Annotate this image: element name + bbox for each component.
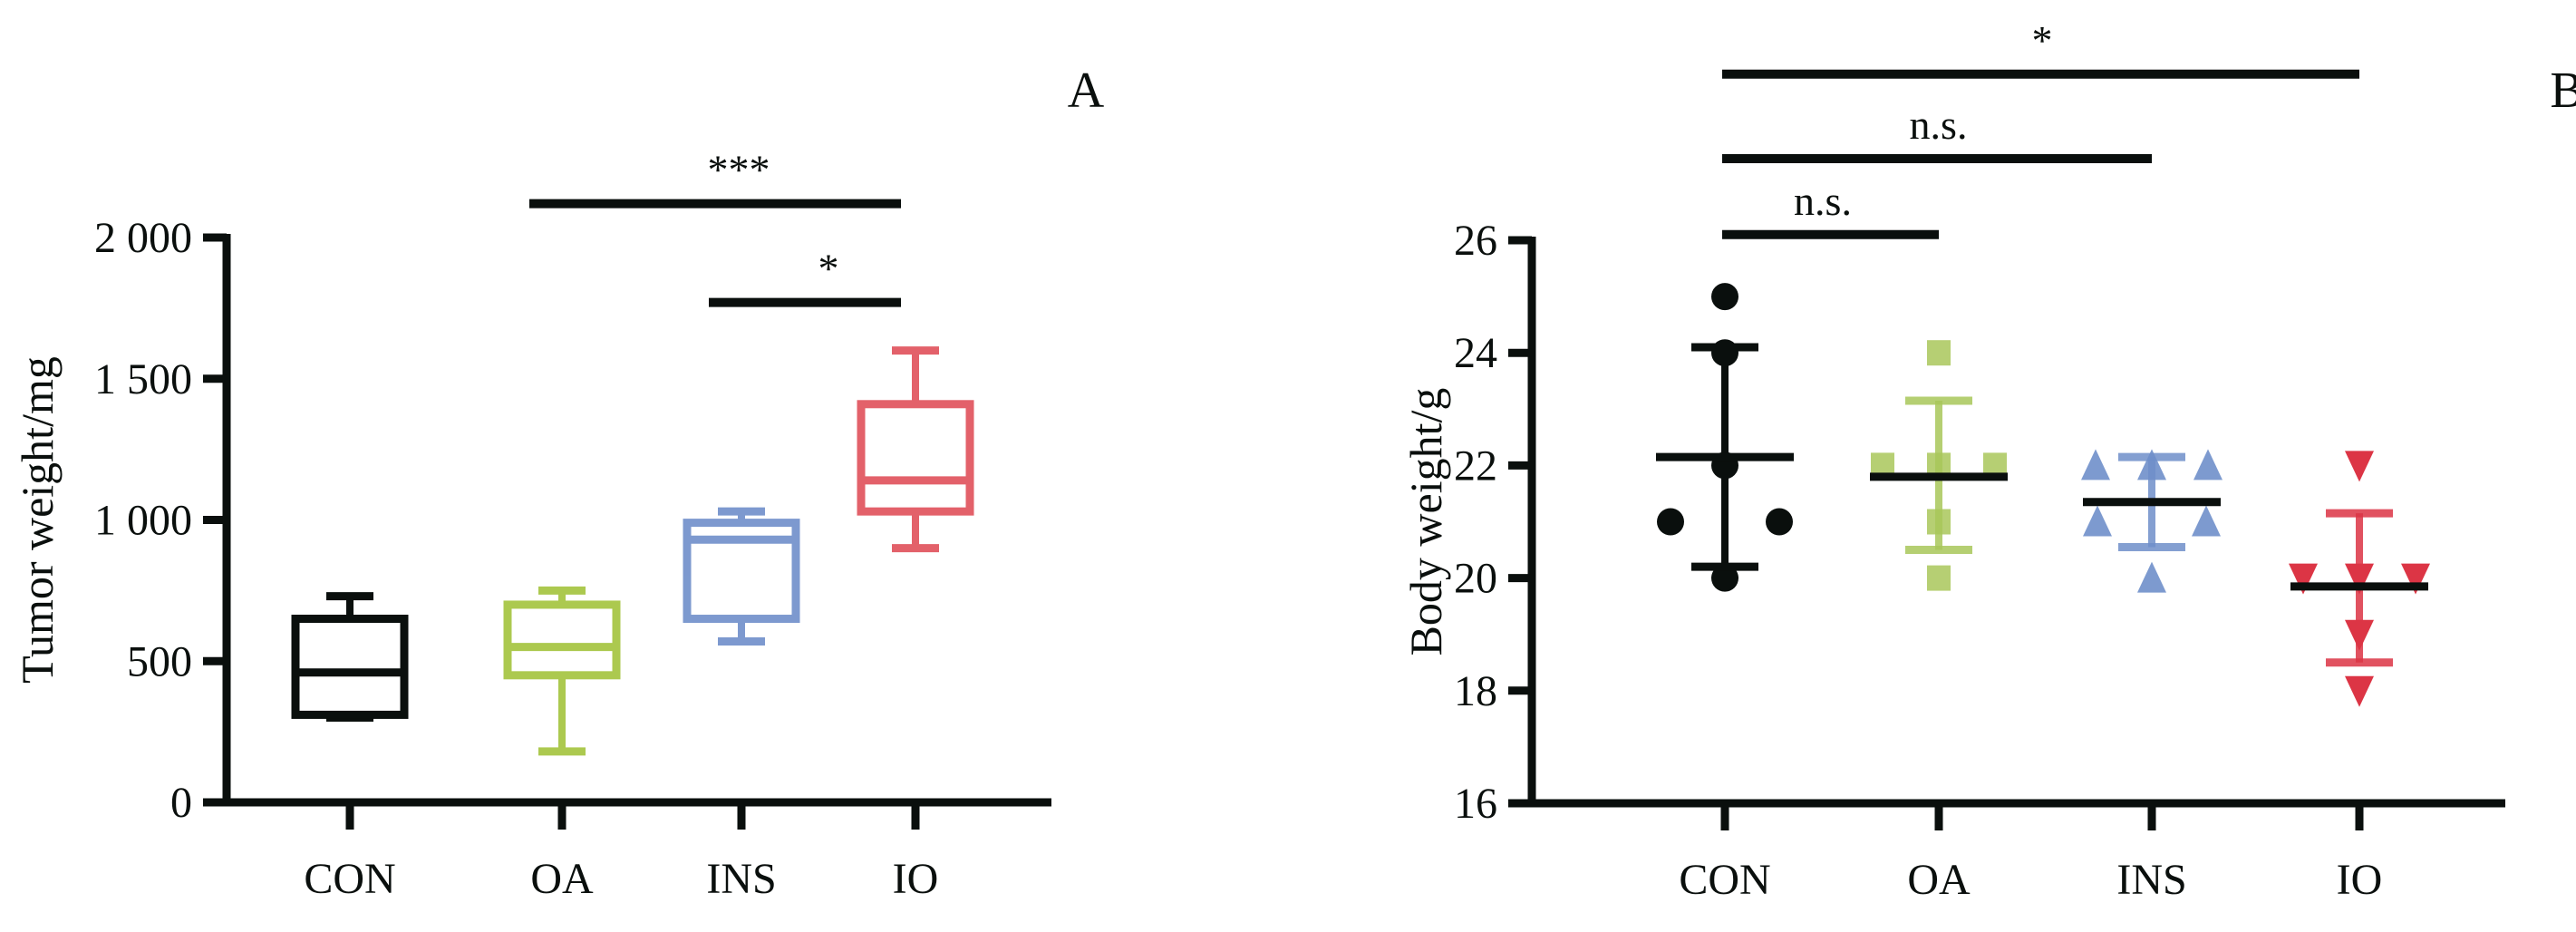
series-INS (2081, 449, 2223, 593)
y-tick-label: 18 (1454, 667, 1497, 715)
box-iqr (503, 600, 621, 680)
box-iqr (857, 400, 974, 516)
x-tick-label: OA (530, 855, 594, 903)
data-point (2192, 505, 2221, 537)
y-tick-label: 26 (1454, 217, 1497, 265)
data-point (1657, 508, 1684, 536)
data-point (1927, 565, 1951, 591)
data-point (1711, 283, 1738, 311)
y-tick-label: 500 (127, 637, 192, 685)
box-iqr (683, 519, 800, 624)
y-tick-label: 1 000 (94, 497, 192, 545)
data-point (1711, 564, 1738, 592)
series-CON (1656, 283, 1794, 592)
data-point (2193, 449, 2223, 481)
y-tick-label: 1 500 (94, 355, 192, 403)
data-point (1766, 508, 1793, 536)
series-OA (1870, 340, 2008, 591)
x-tick-label: CON (1679, 856, 1770, 904)
x-tick-label: IO (2337, 856, 2383, 904)
panel-label: B (2550, 63, 2576, 119)
y-tick-label: 2 000 (94, 214, 192, 262)
data-point (1927, 340, 1951, 366)
box-OA (503, 586, 621, 756)
significance-label: * (818, 246, 839, 292)
box-INS (683, 507, 800, 646)
data-point (2401, 563, 2430, 595)
panel-label: A (1068, 63, 1105, 119)
y-axis-label: Tumor weight/mg (12, 356, 63, 684)
significance-label: * (2032, 17, 2053, 63)
y-tick-label: 24 (1454, 329, 1497, 377)
box-CON (291, 592, 409, 723)
box-IO (857, 346, 974, 553)
x-tick-label: IO (893, 855, 939, 903)
data-point (2083, 505, 2112, 537)
x-tick-label: INS (706, 855, 776, 903)
x-tick-label: INS (2116, 856, 2186, 904)
significance-label: n.s. (1910, 102, 1968, 148)
y-tick-label: 20 (1454, 555, 1497, 603)
y-tick-label: 22 (1454, 442, 1497, 490)
data-point (2345, 451, 2374, 482)
panel-A: 0 500 1 000 1 500 2 000 CON OA INS IO Tumor weigh… (12, 63, 1105, 903)
x-tick-label: CON (304, 855, 395, 903)
significance-label: *** (708, 147, 770, 193)
panel-B: 16 18 20 22 24 26 CON OA INS IO Body weight/g Bn.s.… (1400, 17, 2576, 904)
x-tick-label: OA (1907, 856, 1971, 904)
y-tick-label: 16 (1454, 780, 1497, 828)
data-point (2345, 675, 2374, 707)
data-point (2289, 563, 2318, 595)
significance-label: n.s. (1794, 178, 1852, 224)
y-axis-label: Body weight/g (1400, 388, 1451, 656)
data-point (2137, 561, 2166, 593)
series-IO (2289, 451, 2430, 707)
y-tick-label: 0 (170, 779, 192, 827)
box-iqr (291, 615, 409, 719)
data-point (2081, 449, 2110, 481)
